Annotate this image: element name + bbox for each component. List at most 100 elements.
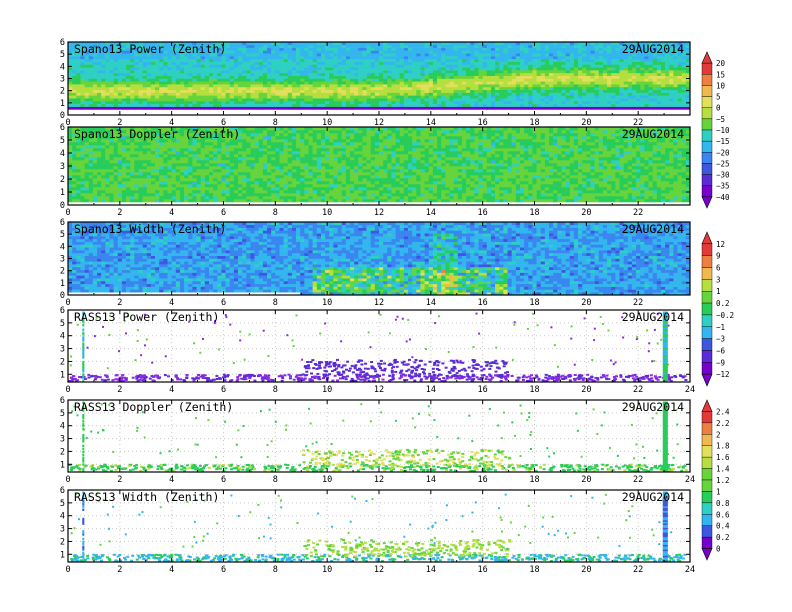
y-tick-label: 3 [60,255,65,265]
x-tick-label: 6 [221,385,226,395]
colorbar-label: −1 [716,323,725,332]
x-tick-label: 0 [65,385,70,395]
x-tick-label: 10 [322,385,332,395]
x-tick-label: 24 [685,475,695,485]
x-tick-label: 16 [478,475,488,485]
y-tick-label: 4 [60,512,65,522]
x-tick-label: 20 [581,208,591,218]
x-tick-label: 0 [65,118,70,128]
x-tick-label: 14 [426,118,436,128]
x-tick-label: 8 [273,208,278,218]
x-tick-label: 2 [117,565,122,575]
x-tick-label: 14 [426,475,436,485]
colorbar-label: 20 [716,59,726,68]
y-tick-label: 6 [60,218,65,228]
colorbar-label: 0.4 [716,522,730,531]
x-tick-label: 22 [633,385,643,395]
x-tick-label: 4 [169,565,174,575]
y-tick-label: 1 [60,279,65,289]
y-tick-label: 4 [60,62,65,72]
x-tick-label: 2 [117,208,122,218]
y-tick-label: 3 [60,75,65,85]
y-tick-label: 6 [60,396,65,406]
colorbar-label: −30 [716,171,730,180]
y-tick-label: 6 [60,38,65,48]
colorbar-label: −9 [716,358,725,367]
x-tick-label: 0 [65,565,70,575]
colorbar-label: 5 [716,93,721,102]
y-tick-label: 3 [60,345,65,355]
y-tick-label: 0 [60,291,65,301]
panel-title: RASS13 Doppler (Zenith) [74,400,233,414]
x-tick-label: 22 [633,208,643,218]
x-tick-label: 8 [273,118,278,128]
y-tick-label: 1 [60,460,65,470]
y-tick-label: 4 [60,242,65,252]
x-tick-label: 4 [169,475,174,485]
colorbar-label: −5 [716,115,725,124]
colorbar-label: 0.2 [716,533,730,542]
y-tick-label: 5 [60,319,65,329]
x-tick-label: 20 [581,118,591,128]
x-tick-label: 10 [322,208,332,218]
x-tick-label: 2 [117,475,122,485]
y-tick-label: 6 [60,306,65,316]
colorbar-label: 2.4 [716,407,730,416]
x-tick-label: 22 [633,298,643,308]
x-tick-label: 8 [273,475,278,485]
colorbar-label: −12 [716,370,730,379]
x-tick-label: 18 [529,118,539,128]
colorbar-label: 1 [716,287,721,296]
y-tick-label: 5 [60,230,65,240]
y-tick-label: 2 [60,175,65,185]
x-tick-label: 10 [322,565,332,575]
x-tick-label: 22 [633,118,643,128]
colorbar-power: 20 15 10 5 0 −5 −10 −15 −20 −25 −30 −35 −40 [701,51,730,209]
x-tick-label: 2 [117,385,122,395]
colorbar-label: 15 [716,70,725,79]
y-tick-label: 6 [60,123,65,133]
colorbar-label: −0.2 [716,311,734,320]
colorbar-label: 0.8 [716,499,730,508]
x-tick-label: 10 [322,475,332,485]
colorbar-rass: 2.4 2.2 2 1.8 1.6 1.4 1.2 1 0.8 0.6 0.4 0.2 0 [701,399,730,561]
colorbar-label: 2 [716,430,721,439]
x-tick-label: 20 [581,298,591,308]
y-tick-label: 3 [60,525,65,535]
x-tick-label: 4 [169,385,174,395]
colorbar-label: 0 [716,545,721,554]
y-tick-label: 0 [60,201,65,211]
x-tick-label: 4 [169,118,174,128]
y-tick-label: 3 [60,162,65,172]
panel-title: RASS13 Width (Zenith) [74,490,219,504]
colorbar-label: 1 [716,487,721,496]
y-tick-label: 0 [60,111,65,121]
x-tick-label: 24 [685,565,695,575]
y-tick-label: 1 [60,188,65,198]
colorbar-label: 3 [716,275,721,284]
y-tick-label: 1 [60,550,65,560]
x-tick-label: 0 [65,298,70,308]
y-tick-label: 2 [60,267,65,277]
x-tick-label: 12 [374,118,384,128]
x-tick-label: 20 [581,385,591,395]
y-tick-label: 5 [60,499,65,509]
y-tick-label: 4 [60,422,65,432]
x-tick-label: 18 [529,565,539,575]
y-tick-label: 4 [60,149,65,159]
panel-title: Spano13 Doppler (Zenith) [74,127,240,141]
x-tick-label: 6 [221,565,226,575]
x-tick-label: 18 [529,475,539,485]
colorbar-label: −3 [716,335,725,344]
x-tick-label: 12 [374,208,384,218]
colorbar-label: −25 [716,159,730,168]
colorbar-label: 2.2 [716,419,730,428]
panel-title: Spano13 Power (Zenith) [74,42,226,56]
panel-date: 29AUG2014 [622,310,684,324]
y-tick-label: 6 [60,486,65,496]
x-tick-label: 2 [117,118,122,128]
